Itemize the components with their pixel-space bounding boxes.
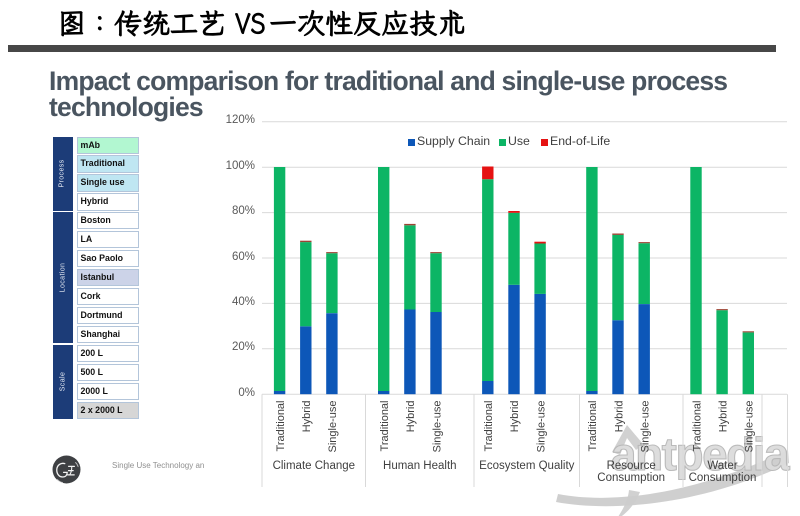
svg-text:Hybrid: Hybrid [405,401,417,433]
svg-text:Hybrid: Hybrid [509,401,521,433]
svg-text:Single-use: Single-use [640,401,652,453]
svg-text:Traditional: Traditional [587,401,599,452]
svg-text:Traditional: Traditional [691,401,703,452]
svg-text:Single-use: Single-use [744,401,756,453]
svg-text:Hybrid: Hybrid [717,401,729,433]
svg-text:Traditional: Traditional [379,401,391,452]
svg-text:Single-use: Single-use [327,401,339,453]
svg-text:Hybrid: Hybrid [301,401,313,433]
svg-text:Hybrid: Hybrid [613,401,625,433]
svg-text:Single-use: Single-use [431,401,443,453]
svg-text:Traditional: Traditional [483,401,495,452]
svg-text:Traditional: Traditional [275,401,287,452]
svg-text:Single-use: Single-use [535,401,547,453]
